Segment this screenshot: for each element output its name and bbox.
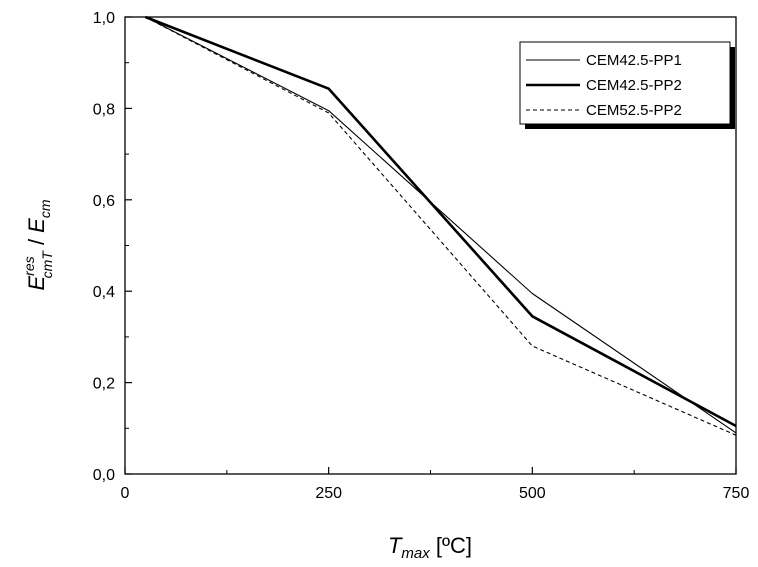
- series-line: [144, 15, 737, 428]
- y-tick-label: 0,8: [93, 101, 115, 118]
- y-tick-label: 0,4: [93, 284, 115, 301]
- legend: CEM42.5-PP1 CEM42.5-PP2 CEM52.5-PP2: [519, 41, 735, 129]
- x-tick-label: 250: [315, 485, 342, 502]
- y-axis-title-text: Eres cmT / Ecm: [21, 199, 55, 290]
- y-axis-title: Eres cmT / Ecm: [21, 199, 55, 290]
- legend-label: CEM52.5-PP2: [586, 102, 682, 119]
- x-tick-label: 500: [519, 485, 546, 502]
- legend-label: CEM42.5-PP2: [586, 77, 682, 94]
- y-tick-label: 1,0: [93, 10, 115, 27]
- legend-label: CEM42.5-PP1: [586, 52, 682, 69]
- x-axis-title: Tmax [ºC]: [388, 533, 472, 562]
- axes: 0 250 500 750 0,0 0,2 0,4 0,6 0,8 1,0: [93, 10, 750, 502]
- axis-labels: Tmax [ºC] Eres cmT / Ecm: [21, 199, 472, 562]
- y-tick-label: 0,6: [93, 193, 115, 210]
- y-tick-label: 0,0: [93, 467, 115, 484]
- x-tick-label: 0: [121, 485, 130, 502]
- x-tick-label: 750: [723, 485, 750, 502]
- series-lines: [144, 15, 737, 436]
- y-tick-label: 0,2: [93, 376, 115, 393]
